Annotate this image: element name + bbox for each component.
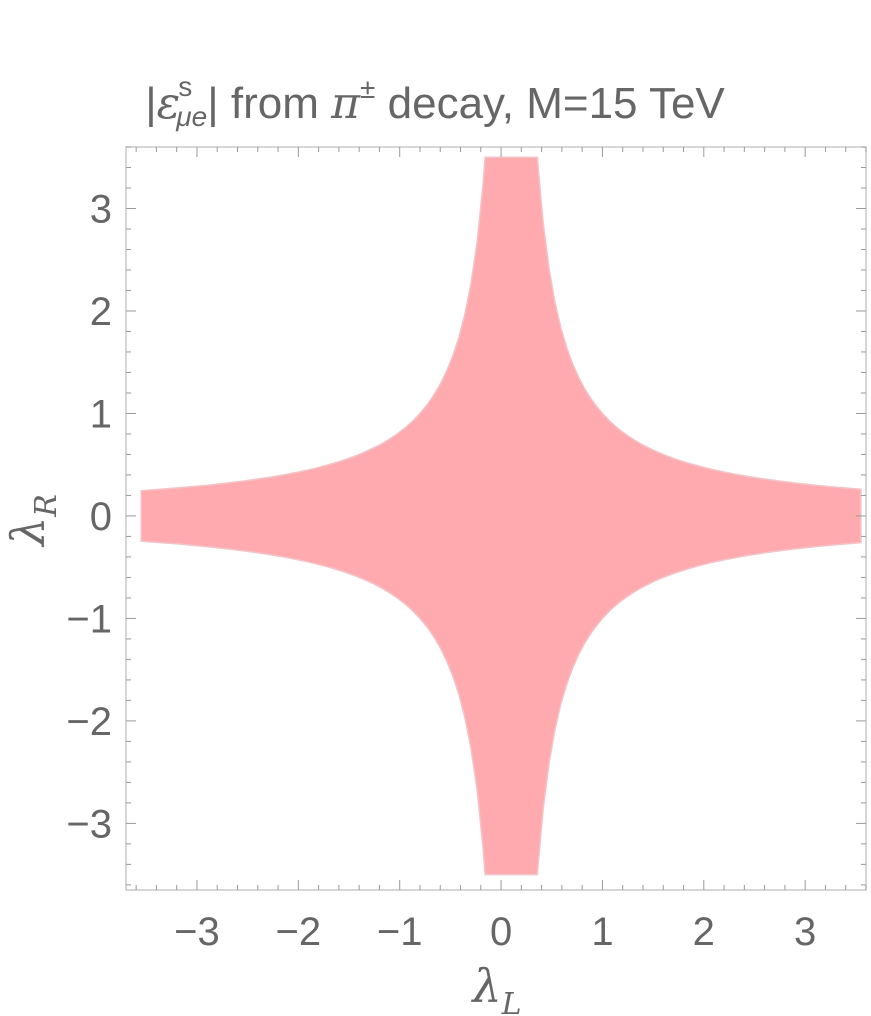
y-tick-label: −2: [66, 700, 112, 744]
x-tick-label: −1: [377, 910, 423, 954]
allowed-region: [140, 156, 862, 876]
title-epsilon: ε: [157, 78, 181, 129]
x-axis-label: λL: [470, 959, 521, 1016]
x-tick-label: 2: [693, 910, 715, 954]
title-pi-superscript: ±: [360, 73, 375, 104]
y-tick-label: −1: [66, 597, 112, 641]
y-tick-label: 2: [90, 290, 112, 334]
x-tick-label: 0: [490, 910, 512, 954]
y-tick-label: −3: [66, 802, 112, 846]
x-tick-label: −2: [276, 910, 322, 954]
y-axis-label: λR: [1, 494, 64, 548]
plot-area: [140, 156, 862, 876]
x-tick-label: 1: [591, 910, 613, 954]
x-axis-symbol: λ: [470, 959, 501, 1013]
x-tick-label: 3: [794, 910, 816, 954]
y-axis-symbol: λ: [1, 517, 55, 548]
y-tick-label: 0: [90, 495, 112, 539]
frame-rect: [125, 146, 867, 891]
title-rest: decay, M=15 TeV: [375, 79, 725, 128]
y-axis-subscript: R: [29, 494, 64, 518]
title-bar-right: |: [207, 79, 218, 128]
chart-title: |εs μe| from π± decay, M=15 TeV: [145, 71, 725, 132]
title-pi: π: [330, 78, 361, 129]
title-subscript: μe: [175, 101, 207, 132]
x-axis-subscript: L: [501, 987, 522, 1016]
ticks: [126, 146, 867, 890]
title-superscript: s: [178, 71, 192, 102]
title-bar-left: |: [145, 79, 156, 128]
y-tick-label: 1: [90, 392, 112, 436]
y-tick-label: 3: [90, 187, 112, 231]
x-tick-labels: −3 −2 −1 0 1 2 3: [174, 910, 816, 954]
x-tick-label: −3: [174, 910, 220, 954]
title-from: from: [219, 79, 331, 128]
y-tick-labels: −3 −2 −1 0 1 2 3: [66, 187, 112, 846]
plot-frame: [125, 146, 867, 891]
